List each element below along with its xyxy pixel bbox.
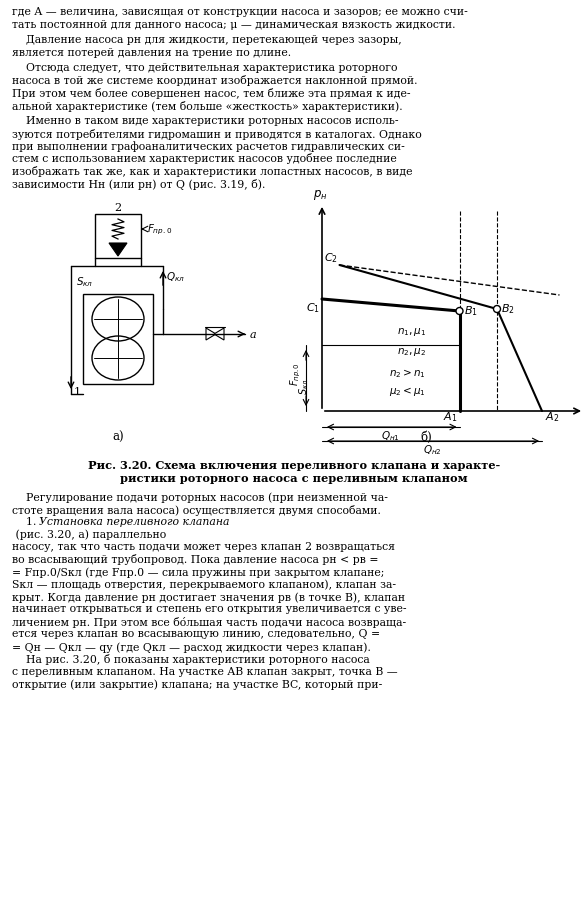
Polygon shape [109, 244, 127, 256]
Text: a: a [250, 330, 256, 340]
Text: = Fпp.0/Sкл (где Fпp.0 — сила пружины при закрытом клапане;: = Fпp.0/Sкл (где Fпp.0 — сила пружины пр… [12, 566, 385, 577]
Text: зависимости Hн (или pн) от Q (рис. 3.19, б).: зависимости Hн (или pн) от Q (рис. 3.19,… [12, 178, 265, 189]
Polygon shape [206, 329, 216, 341]
Text: (рис. 3.20, а) параллельно: (рис. 3.20, а) параллельно [12, 529, 166, 539]
Text: б): б) [420, 430, 432, 444]
Text: 1.: 1. [12, 516, 40, 527]
Text: насоса в той же системе координат изображается наклонной прямой.: насоса в той же системе координат изобра… [12, 75, 417, 86]
Text: $A_2$: $A_2$ [545, 410, 559, 424]
Text: ристики роторного насоса с переливным клапаном: ристики роторного насоса с переливным кл… [120, 472, 468, 483]
Text: начинает открываться и степень его открытия увеличивается с уве-: начинает открываться и степень его откры… [12, 604, 406, 614]
Text: q: q [587, 405, 588, 418]
Text: $C_2$: $C_2$ [323, 251, 338, 265]
Text: крыт. Когда давление pн достигает значения pв (в точке B), клапан: крыт. Когда давление pн достигает значен… [12, 591, 405, 602]
Text: изображать так же, как и характеристики лопастных насосов, в виде: изображать так же, как и характеристики … [12, 165, 413, 176]
Text: Регулирование подачи роторных насосов (при неизменной ча-: Регулирование подачи роторных насосов (п… [12, 492, 388, 502]
Text: где A — величина, зависящая от конструкции насоса и зазоров; ее можно счи-: где A — величина, зависящая от конструкц… [12, 7, 467, 17]
Text: открытие (или закрытие) клапана; на участке BC, который при-: открытие (или закрытие) клапана; на учас… [12, 679, 382, 689]
Text: 2: 2 [115, 203, 122, 213]
Text: альной характеристике (тем больше «жесткость» характеристики).: альной характеристике (тем больше «жестк… [12, 100, 403, 111]
Text: = Qн — Qкл — qу (где Qкл — расход жидкости через клапан).: = Qн — Qкл — qу (где Qкл — расход жидкос… [12, 641, 371, 652]
Text: $C_1$: $C_1$ [306, 301, 320, 314]
Text: является потерей давления на трение по длине.: является потерей давления на трение по д… [12, 48, 291, 57]
Text: $F_{пр.0}$: $F_{пр.0}$ [147, 222, 172, 237]
Text: На рис. 3.20, б показаны характеристики роторного насоса: На рис. 3.20, б показаны характеристики … [12, 653, 370, 664]
Text: Именно в таком виде характеристики роторных насосов исполь-: Именно в таком виде характеристики ротор… [12, 116, 399, 126]
Polygon shape [214, 329, 224, 341]
Text: стоте вращения вала насоса) осуществляется двумя способами.: стоте вращения вала насоса) осуществляет… [12, 504, 381, 515]
Text: стем с использованием характеристик насосов удобнее последние: стем с использованием характеристик насо… [12, 153, 397, 165]
Text: личением pн. При этом все бо́льшая часть подачи насоса возвраща-: личением pн. При этом все бо́льшая часть… [12, 617, 406, 628]
Text: во всасывающий трубопровод. Пока давление насоса pн < pв =: во всасывающий трубопровод. Пока давлени… [12, 554, 379, 565]
Text: Установка переливного клапана: Установка переливного клапана [39, 516, 229, 527]
Text: Отсюда следует, что действительная характеристика роторного: Отсюда следует, что действительная харак… [12, 62, 397, 73]
Text: $Q_{кл}$: $Q_{кл}$ [166, 270, 185, 284]
Text: $A_1$: $A_1$ [443, 410, 457, 424]
Text: $B_2$: $B_2$ [501, 301, 514, 315]
Text: $p_н$: $p_н$ [313, 187, 328, 202]
Text: $Q_{н2}$: $Q_{н2}$ [423, 443, 442, 457]
Text: Рис. 3.20. Схема включения переливного клапана и характе-: Рис. 3.20. Схема включения переливного к… [88, 460, 500, 471]
Text: Sкл — площадь отверстия, перекрываемого клапаном), клапан за-: Sкл — площадь отверстия, перекрываемого … [12, 579, 396, 589]
Text: $Q_{н1}$: $Q_{н1}$ [381, 428, 400, 442]
Text: тать постоянной для данного насоса; μ — динамическая вязкость жидкости.: тать постоянной для данного насоса; μ — … [12, 19, 456, 29]
Text: $n_2, \mu_2$: $n_2, \mu_2$ [397, 346, 426, 357]
Circle shape [456, 308, 463, 315]
Text: $n_2 > n_1$: $n_2 > n_1$ [389, 368, 426, 380]
Text: с переливным клапаном. На участке AB клапан закрыт, точка B —: с переливным клапаном. На участке AB кла… [12, 666, 397, 676]
Bar [95, 215, 141, 267]
Text: ется через клапан во всасывающую линию, следовательно, Q =: ется через клапан во всасывающую линию, … [12, 629, 380, 639]
Text: $B_1$: $B_1$ [463, 304, 477, 318]
Text: $n_1, \mu_1$: $n_1, \mu_1$ [397, 325, 426, 337]
Text: $S_{кл}$: $S_{кл}$ [76, 275, 93, 289]
Text: зуются потребителями гидромашин и приводятся в каталогах. Однако: зуются потребителями гидромашин и привод… [12, 129, 422, 140]
Text: Давление насоса pн для жидкости, перетекающей через зазоры,: Давление насоса pн для жидкости, перетек… [12, 35, 402, 45]
Text: при выполнении графоаналитических расчетов гидравлических си-: при выполнении графоаналитических расчет… [12, 141, 405, 152]
Text: При этом чем более совершенен насос, тем ближе эта прямая к иде-: При этом чем более совершенен насос, тем… [12, 88, 410, 99]
Text: $\mu_2 < \mu_1$: $\mu_2 < \mu_1$ [389, 385, 426, 398]
Circle shape [493, 306, 500, 313]
Bar [83, 295, 153, 384]
Text: $F_{пр.0}$: $F_{пр.0}$ [289, 362, 303, 385]
Text: 1: 1 [74, 387, 81, 397]
Text: а): а) [112, 430, 124, 444]
Text: насосу, так что часть подачи может через клапан 2 возвращаться: насосу, так что часть подачи может через… [12, 541, 395, 551]
Text: $S_{кл}$: $S_{кл}$ [297, 379, 311, 395]
